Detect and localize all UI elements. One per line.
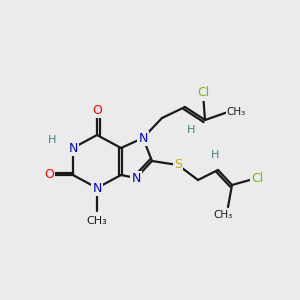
Text: O: O	[92, 103, 102, 116]
Text: N: N	[68, 142, 78, 154]
Text: N: N	[92, 182, 102, 194]
Text: Cl: Cl	[197, 86, 209, 100]
Text: H: H	[48, 135, 56, 145]
Text: CH₃: CH₃	[226, 107, 246, 117]
Text: Cl: Cl	[251, 172, 263, 184]
Text: N: N	[131, 172, 141, 184]
Text: CH₃: CH₃	[87, 216, 107, 226]
Text: CH₃: CH₃	[213, 210, 232, 220]
Text: N: N	[138, 131, 148, 145]
Text: S: S	[174, 158, 182, 172]
Text: H: H	[187, 125, 195, 135]
Text: H: H	[211, 150, 219, 160]
Text: O: O	[44, 169, 54, 182]
